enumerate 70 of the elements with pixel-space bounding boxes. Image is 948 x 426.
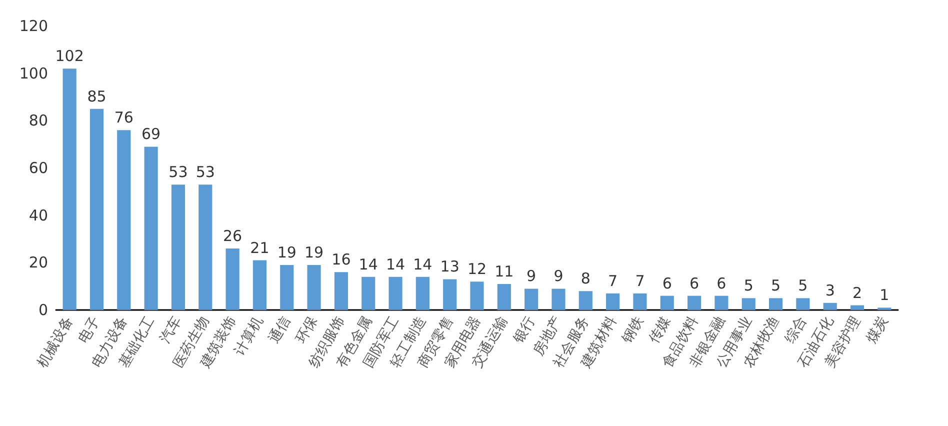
data-label: 1 <box>880 286 890 304</box>
data-label: 6 <box>662 274 672 292</box>
y-tick-label: 20 <box>28 254 48 272</box>
data-label: 69 <box>142 125 161 144</box>
y-tick-label: 120 <box>19 17 48 35</box>
bar <box>388 276 402 310</box>
bar <box>552 288 566 310</box>
data-label: 6 <box>690 274 700 292</box>
data-label: 21 <box>250 238 270 257</box>
data-label: 5 <box>771 276 781 295</box>
data-label: 3 <box>825 281 835 300</box>
bar <box>578 291 592 310</box>
data-label: 19 <box>304 244 324 262</box>
bar <box>443 279 457 310</box>
bar <box>660 296 674 310</box>
bar <box>850 305 864 310</box>
data-label: 53 <box>196 163 215 182</box>
data-label: 5 <box>798 276 808 295</box>
x-tick-label: 通信 <box>266 314 294 346</box>
bar <box>796 298 810 310</box>
data-label: 76 <box>114 108 134 127</box>
data-label: 2 <box>852 284 862 302</box>
bar <box>198 184 212 310</box>
data-label: 85 <box>87 87 106 106</box>
data-label: 12 <box>467 260 487 278</box>
data-label: 14 <box>358 255 378 274</box>
data-label: 6 <box>716 274 726 292</box>
data-label: 14 <box>386 255 406 274</box>
bar <box>171 184 186 310</box>
bar <box>606 293 620 310</box>
data-label: 19 <box>277 244 296 262</box>
bar <box>497 284 511 310</box>
bar <box>362 276 376 310</box>
data-label: 102 <box>55 47 84 66</box>
data-label: 5 <box>744 276 754 295</box>
bar <box>117 130 131 310</box>
y-tick-label: 80 <box>28 112 48 130</box>
bar <box>144 146 158 310</box>
bar <box>714 296 728 310</box>
bar <box>62 68 76 310</box>
bar <box>688 296 702 310</box>
data-label: 26 <box>223 226 242 245</box>
data-label: 7 <box>608 272 618 290</box>
bar <box>633 293 647 310</box>
y-tick-label: 40 <box>28 206 48 224</box>
bar <box>416 276 430 310</box>
bar <box>307 265 321 310</box>
data-label: 14 <box>413 255 432 274</box>
bar <box>823 302 837 310</box>
bar <box>524 288 538 310</box>
data-label: 16 <box>332 250 351 269</box>
bar <box>280 265 294 310</box>
bar <box>334 272 348 310</box>
bar <box>768 298 783 310</box>
x-tick-label: 煤炭 <box>863 314 892 346</box>
bar <box>226 248 240 310</box>
data-label: 11 <box>494 262 514 280</box>
y-tick-label: 100 <box>19 64 48 82</box>
bar <box>252 260 266 310</box>
bar <box>742 298 756 310</box>
data-label: 7 <box>635 272 645 290</box>
data-label: 9 <box>526 267 536 286</box>
bar <box>90 108 104 310</box>
x-tick-label: 钢铁 <box>618 314 647 348</box>
y-tick-label: 60 <box>28 159 48 177</box>
data-label: 13 <box>440 258 460 276</box>
data-label: 53 <box>168 163 188 182</box>
bar <box>470 282 484 310</box>
data-label: 8 <box>580 270 590 288</box>
data-label: 9 <box>554 267 564 286</box>
